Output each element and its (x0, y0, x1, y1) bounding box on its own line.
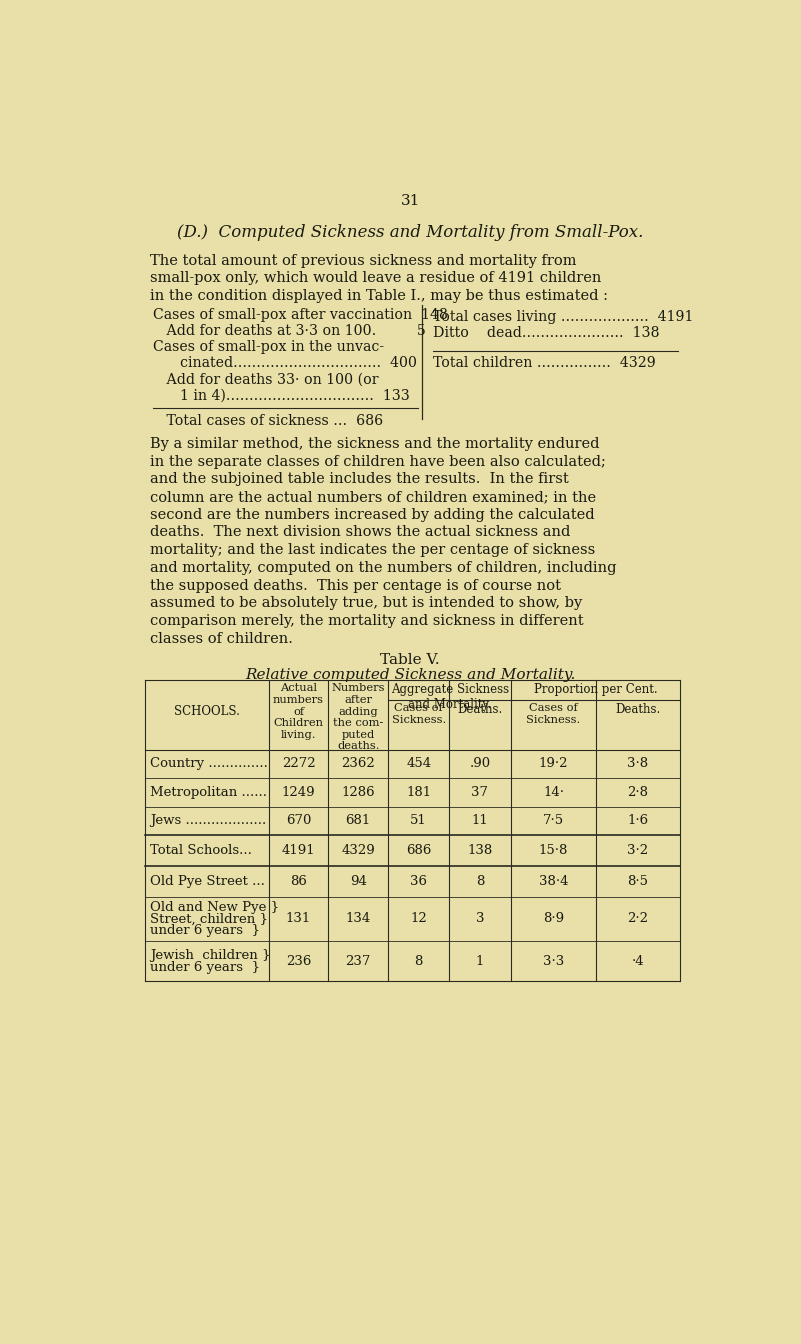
Text: 4329: 4329 (341, 844, 375, 857)
Text: 236: 236 (286, 954, 312, 968)
Text: 51: 51 (410, 814, 427, 828)
Text: (D.)  Computed Sickness and Mortality from Small-Pox.: (D.) Computed Sickness and Mortality fro… (177, 224, 643, 242)
Text: Metropolitan ......: Metropolitan ...... (150, 786, 267, 798)
Text: assumed to be absolutely true, but is intended to show, by: assumed to be absolutely true, but is in… (151, 597, 583, 610)
Text: 12: 12 (410, 913, 427, 926)
Text: 181: 181 (406, 786, 431, 798)
Text: 8·9: 8·9 (543, 913, 564, 926)
Text: Aggregate Sickness
and Mortality.: Aggregate Sickness and Mortality. (391, 683, 509, 711)
Text: in the condition displayed in Table I., may be thus estimated :: in the condition displayed in Table I., … (151, 289, 609, 304)
Text: Total cases living ...................  4191: Total cases living ................... 4… (433, 310, 694, 324)
Text: Cases of
Sickness.: Cases of Sickness. (392, 703, 446, 724)
Text: 686: 686 (406, 844, 431, 857)
Text: Cases of
Sickness.: Cases of Sickness. (526, 703, 581, 724)
Text: under 6 years  }: under 6 years } (150, 925, 260, 937)
Text: 2·8: 2·8 (627, 786, 649, 798)
Text: 3·8: 3·8 (627, 757, 649, 770)
Text: 19·2: 19·2 (539, 757, 568, 770)
Text: under 6 years  }: under 6 years } (150, 961, 260, 973)
Text: 237: 237 (345, 954, 371, 968)
Text: By a similar method, the sickness and the mortality endured: By a similar method, the sickness and th… (151, 437, 600, 452)
Text: 1249: 1249 (282, 786, 316, 798)
Text: Old and New Pye }: Old and New Pye } (150, 900, 279, 914)
Text: Deaths.: Deaths. (457, 703, 502, 716)
Text: the supposed deaths.  This per centage is of course not: the supposed deaths. This per centage is… (151, 579, 562, 593)
Text: Relative computed Sickness and Mortality.: Relative computed Sickness and Mortality… (245, 668, 575, 681)
Text: 36: 36 (410, 875, 427, 888)
Text: 8: 8 (414, 954, 423, 968)
Text: 1: 1 (476, 954, 484, 968)
Text: 15·8: 15·8 (539, 844, 568, 857)
Text: Ditto    dead......................  138: Ditto dead...................... 138 (433, 327, 660, 340)
Text: Total Schools...: Total Schools... (150, 844, 252, 857)
Text: Actual
numbers
of
Children
living.: Actual numbers of Children living. (273, 683, 324, 739)
Text: 2·2: 2·2 (627, 913, 649, 926)
Text: mortality; and the last indicates the per centage of sickness: mortality; and the last indicates the pe… (151, 543, 596, 558)
Text: .90: .90 (469, 757, 490, 770)
Text: 38·4: 38·4 (539, 875, 568, 888)
Text: comparison merely, the mortality and sickness in different: comparison merely, the mortality and sic… (151, 614, 584, 628)
Text: 1 in 4)................................  133: 1 in 4)................................ … (153, 388, 409, 402)
Text: 3: 3 (476, 913, 484, 926)
Text: 2272: 2272 (282, 757, 316, 770)
Text: 31: 31 (400, 194, 420, 207)
Text: classes of children.: classes of children. (151, 632, 293, 645)
Text: 670: 670 (286, 814, 312, 828)
Text: 138: 138 (467, 844, 493, 857)
Text: The total amount of previous sickness and mortality from: The total amount of previous sickness an… (151, 254, 577, 267)
Text: Old Pye Street ...: Old Pye Street ... (150, 875, 264, 888)
Text: column are the actual numbers of children examined; in the: column are the actual numbers of childre… (151, 491, 597, 504)
Text: Deaths.: Deaths. (615, 703, 661, 716)
Text: Total cases of sickness ...  686: Total cases of sickness ... 686 (153, 414, 383, 427)
Text: 86: 86 (290, 875, 307, 888)
Text: 37: 37 (471, 786, 489, 798)
Text: 134: 134 (345, 913, 371, 926)
Text: in the separate classes of children have been also calculated;: in the separate classes of children have… (151, 454, 606, 469)
Text: Cases of small-pox after vaccination  148: Cases of small-pox after vaccination 148 (153, 308, 448, 321)
Text: 94: 94 (350, 875, 367, 888)
Text: SCHOOLS.: SCHOOLS. (174, 704, 240, 718)
Text: 3·2: 3·2 (627, 844, 649, 857)
Text: 3·3: 3·3 (543, 954, 564, 968)
Text: ·4: ·4 (632, 954, 644, 968)
Text: small-pox only, which would leave a residue of 4191 children: small-pox only, which would leave a resi… (151, 271, 602, 285)
Text: and the subjoined table includes the results.  In the first: and the subjoined table includes the res… (151, 472, 570, 487)
Text: Add for deaths 33· on 100 (or: Add for deaths 33· on 100 (or (153, 372, 378, 386)
Text: Jews ...................: Jews ................... (150, 814, 266, 828)
Text: 14·: 14· (543, 786, 564, 798)
Text: Country ..............: Country .............. (150, 757, 268, 770)
Text: Add for deaths at 3·3 on 100.         5: Add for deaths at 3·3 on 100. 5 (153, 324, 425, 337)
Text: 131: 131 (286, 913, 311, 926)
Text: 8·5: 8·5 (627, 875, 649, 888)
Text: and mortality, computed on the numbers of children, including: and mortality, computed on the numbers o… (151, 560, 617, 575)
Text: 454: 454 (406, 757, 431, 770)
Text: cinated................................  400: cinated................................ … (153, 356, 417, 370)
Text: Proportion per Cent.: Proportion per Cent. (533, 683, 657, 696)
Text: 7·5: 7·5 (543, 814, 564, 828)
Text: Jewish  children }: Jewish children } (150, 949, 270, 962)
Text: 4191: 4191 (282, 844, 316, 857)
Text: 11: 11 (472, 814, 489, 828)
Text: Street, children }: Street, children } (150, 913, 268, 926)
Text: 681: 681 (345, 814, 371, 828)
Text: 8: 8 (476, 875, 484, 888)
Text: 1286: 1286 (341, 786, 375, 798)
Text: second are the numbers increased by adding the calculated: second are the numbers increased by addi… (151, 508, 595, 521)
Text: Cases of small-pox in the unvac-: Cases of small-pox in the unvac- (153, 340, 384, 353)
Text: 2362: 2362 (341, 757, 375, 770)
Text: 1·6: 1·6 (627, 814, 649, 828)
Text: Numbers
after
adding
the com-
puted
deaths.: Numbers after adding the com- puted deat… (332, 683, 385, 751)
Text: Total children ................  4329: Total children ................ 4329 (433, 356, 656, 370)
Text: deaths.  The next division shows the actual sickness and: deaths. The next division shows the actu… (151, 526, 571, 539)
Text: Table V.: Table V. (380, 653, 440, 667)
